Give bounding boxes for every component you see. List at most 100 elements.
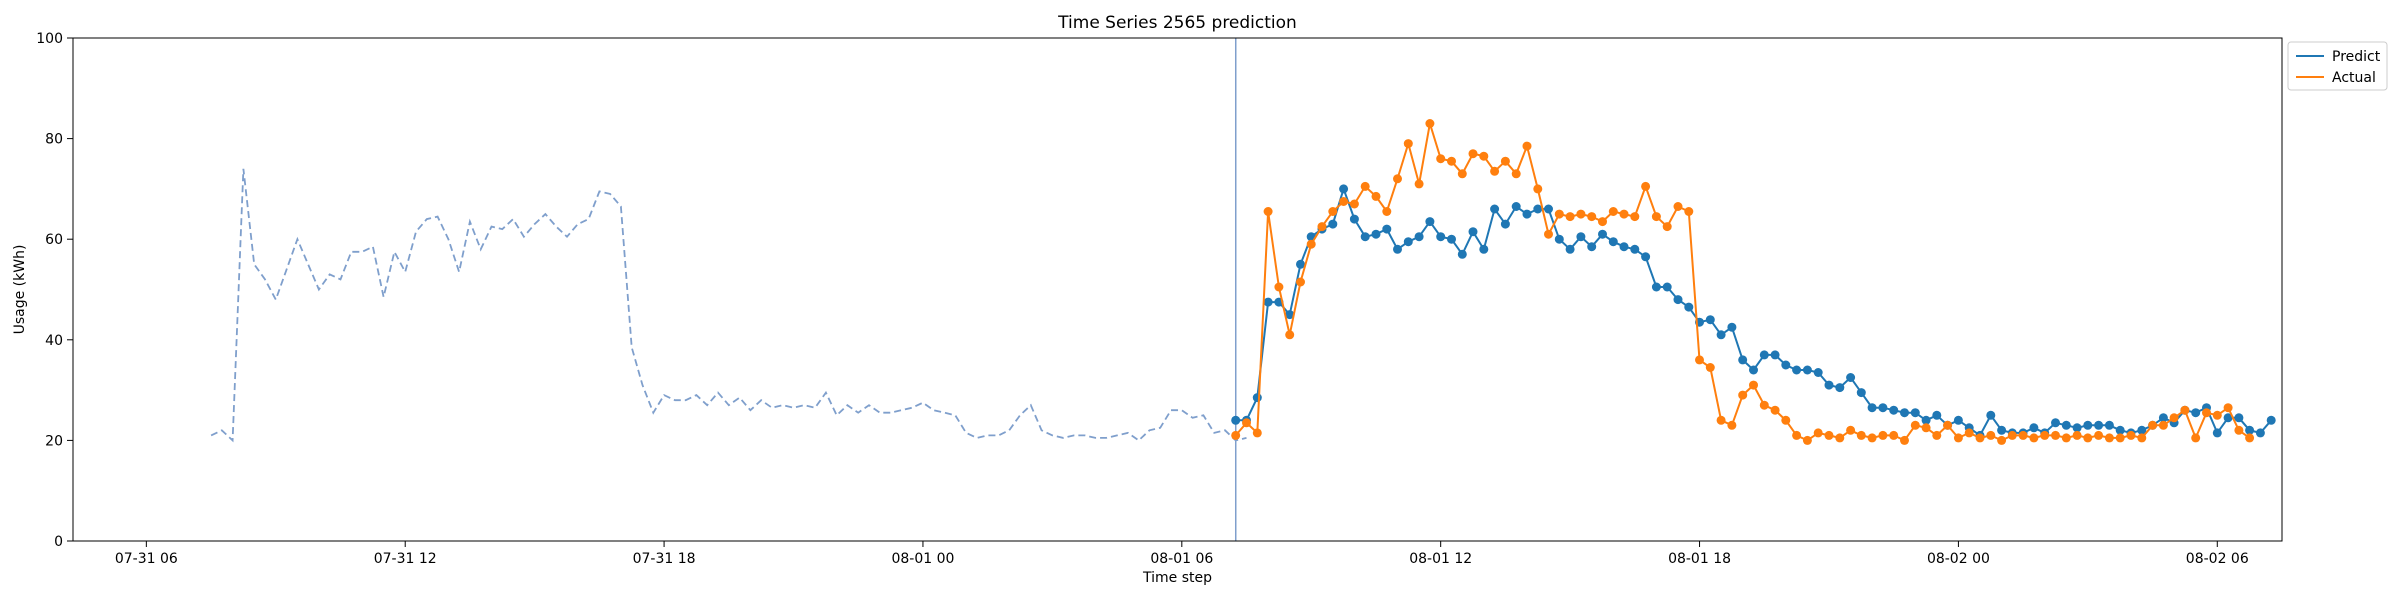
x-tick-label: 07-31 18: [633, 551, 696, 567]
data-point-actual: [2104, 433, 2114, 443]
data-point-actual: [1317, 222, 1327, 232]
data-point-actual: [2234, 425, 2244, 435]
data-point-predict: [1867, 403, 1877, 413]
data-point-actual: [1856, 430, 1866, 440]
y-tick-label: 0: [54, 534, 63, 550]
data-point-actual: [1598, 217, 1607, 227]
data-point-actual: [1792, 430, 1802, 440]
data-point-actual: [2051, 430, 2060, 440]
data-point-predict: [1403, 237, 1413, 247]
data-point-actual: [1889, 430, 1899, 440]
data-point-actual: [1468, 149, 1478, 159]
data-point-actual: [1511, 169, 1521, 179]
data-point-predict: [1986, 410, 1996, 420]
data-point-predict: [1263, 297, 1273, 307]
data-point-actual: [1371, 191, 1381, 201]
data-point-actual: [2158, 420, 2168, 430]
data-point-predict: [2083, 420, 2093, 430]
data-point-actual: [1900, 435, 1909, 445]
data-point-predict: [2115, 425, 2125, 435]
data-point-actual: [1727, 420, 1737, 430]
data-point-actual: [1878, 430, 1888, 440]
data-point-predict: [1522, 209, 1532, 219]
data-point-actual: [1943, 420, 1953, 430]
data-point-predict: [1662, 282, 1672, 292]
axes: 0 20 40 60 80 100 07-31 06 07-31 12 07-31 18 08-0…: [36, 31, 2249, 567]
data-point-predict: [1641, 252, 1651, 262]
data-point-predict: [1932, 410, 1942, 420]
data-point-actual: [2115, 433, 2125, 443]
data-point-actual: [1835, 433, 1845, 443]
data-point-predict: [2137, 425, 2147, 435]
data-point-actual: [2223, 403, 2233, 413]
data-point-predict: [1835, 383, 1845, 393]
x-tick-label: 08-01 06: [1150, 551, 1213, 567]
y-tick-label: 100: [36, 31, 63, 47]
data-point-predict: [1813, 368, 1823, 377]
data-point-predict: [1371, 229, 1381, 239]
data-point-actual: [1393, 174, 1402, 184]
data-point-actual: [2148, 420, 2158, 430]
data-point-actual: [1749, 380, 1758, 390]
data-point-actual: [1565, 212, 1575, 222]
data-point-actual: [1306, 239, 1316, 249]
x-tick-label: 08-01 18: [1668, 551, 1731, 567]
data-point-actual: [2180, 405, 2190, 415]
data-point-actual: [1684, 207, 1694, 216]
data-point-predict: [2029, 423, 2039, 433]
data-point-predict: [1630, 244, 1640, 254]
data-point-predict: [2061, 420, 2071, 430]
data-point-predict: [2104, 420, 2114, 430]
data-point-predict: [1490, 204, 1500, 214]
plot-frame: [72, 37, 2283, 542]
data-point-predict: [1770, 350, 1780, 360]
data-point-actual: [1349, 199, 1359, 209]
data-point-actual: [1964, 428, 1974, 438]
data-point-predict: [1878, 403, 1888, 413]
data-point-actual: [1403, 139, 1413, 149]
data-point-predict: [1457, 249, 1467, 259]
data-point-actual: [1533, 184, 1543, 194]
data-point-actual: [1231, 430, 1241, 440]
data-point-predict: [1953, 415, 1963, 425]
data-point-predict: [1576, 232, 1586, 242]
data-point-predict: [1749, 365, 1758, 375]
data-point-predict: [1802, 365, 1812, 375]
data-point-predict: [1910, 408, 1920, 418]
data-point-actual: [1716, 415, 1726, 425]
data-point-predict: [1339, 184, 1349, 194]
x-tick-label: 07-31 06: [115, 551, 178, 567]
data-point-actual: [2094, 430, 2104, 440]
data-point-predict: [1824, 380, 1834, 390]
data-point-actual: [1738, 390, 1748, 400]
data-point-actual: [1274, 282, 1284, 292]
y-tick-label: 80: [45, 132, 63, 148]
data-point-actual: [1608, 207, 1618, 216]
data-point-predict: [1889, 405, 1899, 415]
data-point-predict: [2191, 408, 2201, 418]
data-point-actual: [1436, 154, 1446, 164]
chart-title: Time Series 2565 prediction: [1057, 13, 1297, 33]
data-point-actual: [1641, 181, 1651, 191]
data-point-predict: [2051, 418, 2060, 428]
data-point-predict: [1349, 214, 1359, 224]
legend: Predict Actual: [2287, 41, 2388, 91]
data-point-actual: [1705, 363, 1715, 372]
data-point-actual: [1932, 430, 1942, 440]
data-point-predict: [1468, 227, 1478, 237]
data-point-actual: [2029, 433, 2039, 443]
data-point-predict: [1479, 244, 1489, 254]
data-point-actual: [1500, 156, 1510, 166]
data-point-actual: [1360, 181, 1370, 191]
data-point-predict: [2072, 423, 2082, 433]
data-point-predict: [1360, 232, 1370, 242]
data-point-actual: [1846, 425, 1856, 435]
data-point-predict: [2223, 413, 2233, 423]
data-point-predict: [1598, 229, 1607, 239]
data-point-predict: [1511, 202, 1521, 211]
data-point-actual: [2169, 413, 2179, 423]
data-point-predict: [1781, 360, 1791, 370]
data-point-predict: [1684, 302, 1694, 312]
data-point-predict: [1846, 373, 1856, 382]
data-point-actual: [1522, 141, 1532, 151]
